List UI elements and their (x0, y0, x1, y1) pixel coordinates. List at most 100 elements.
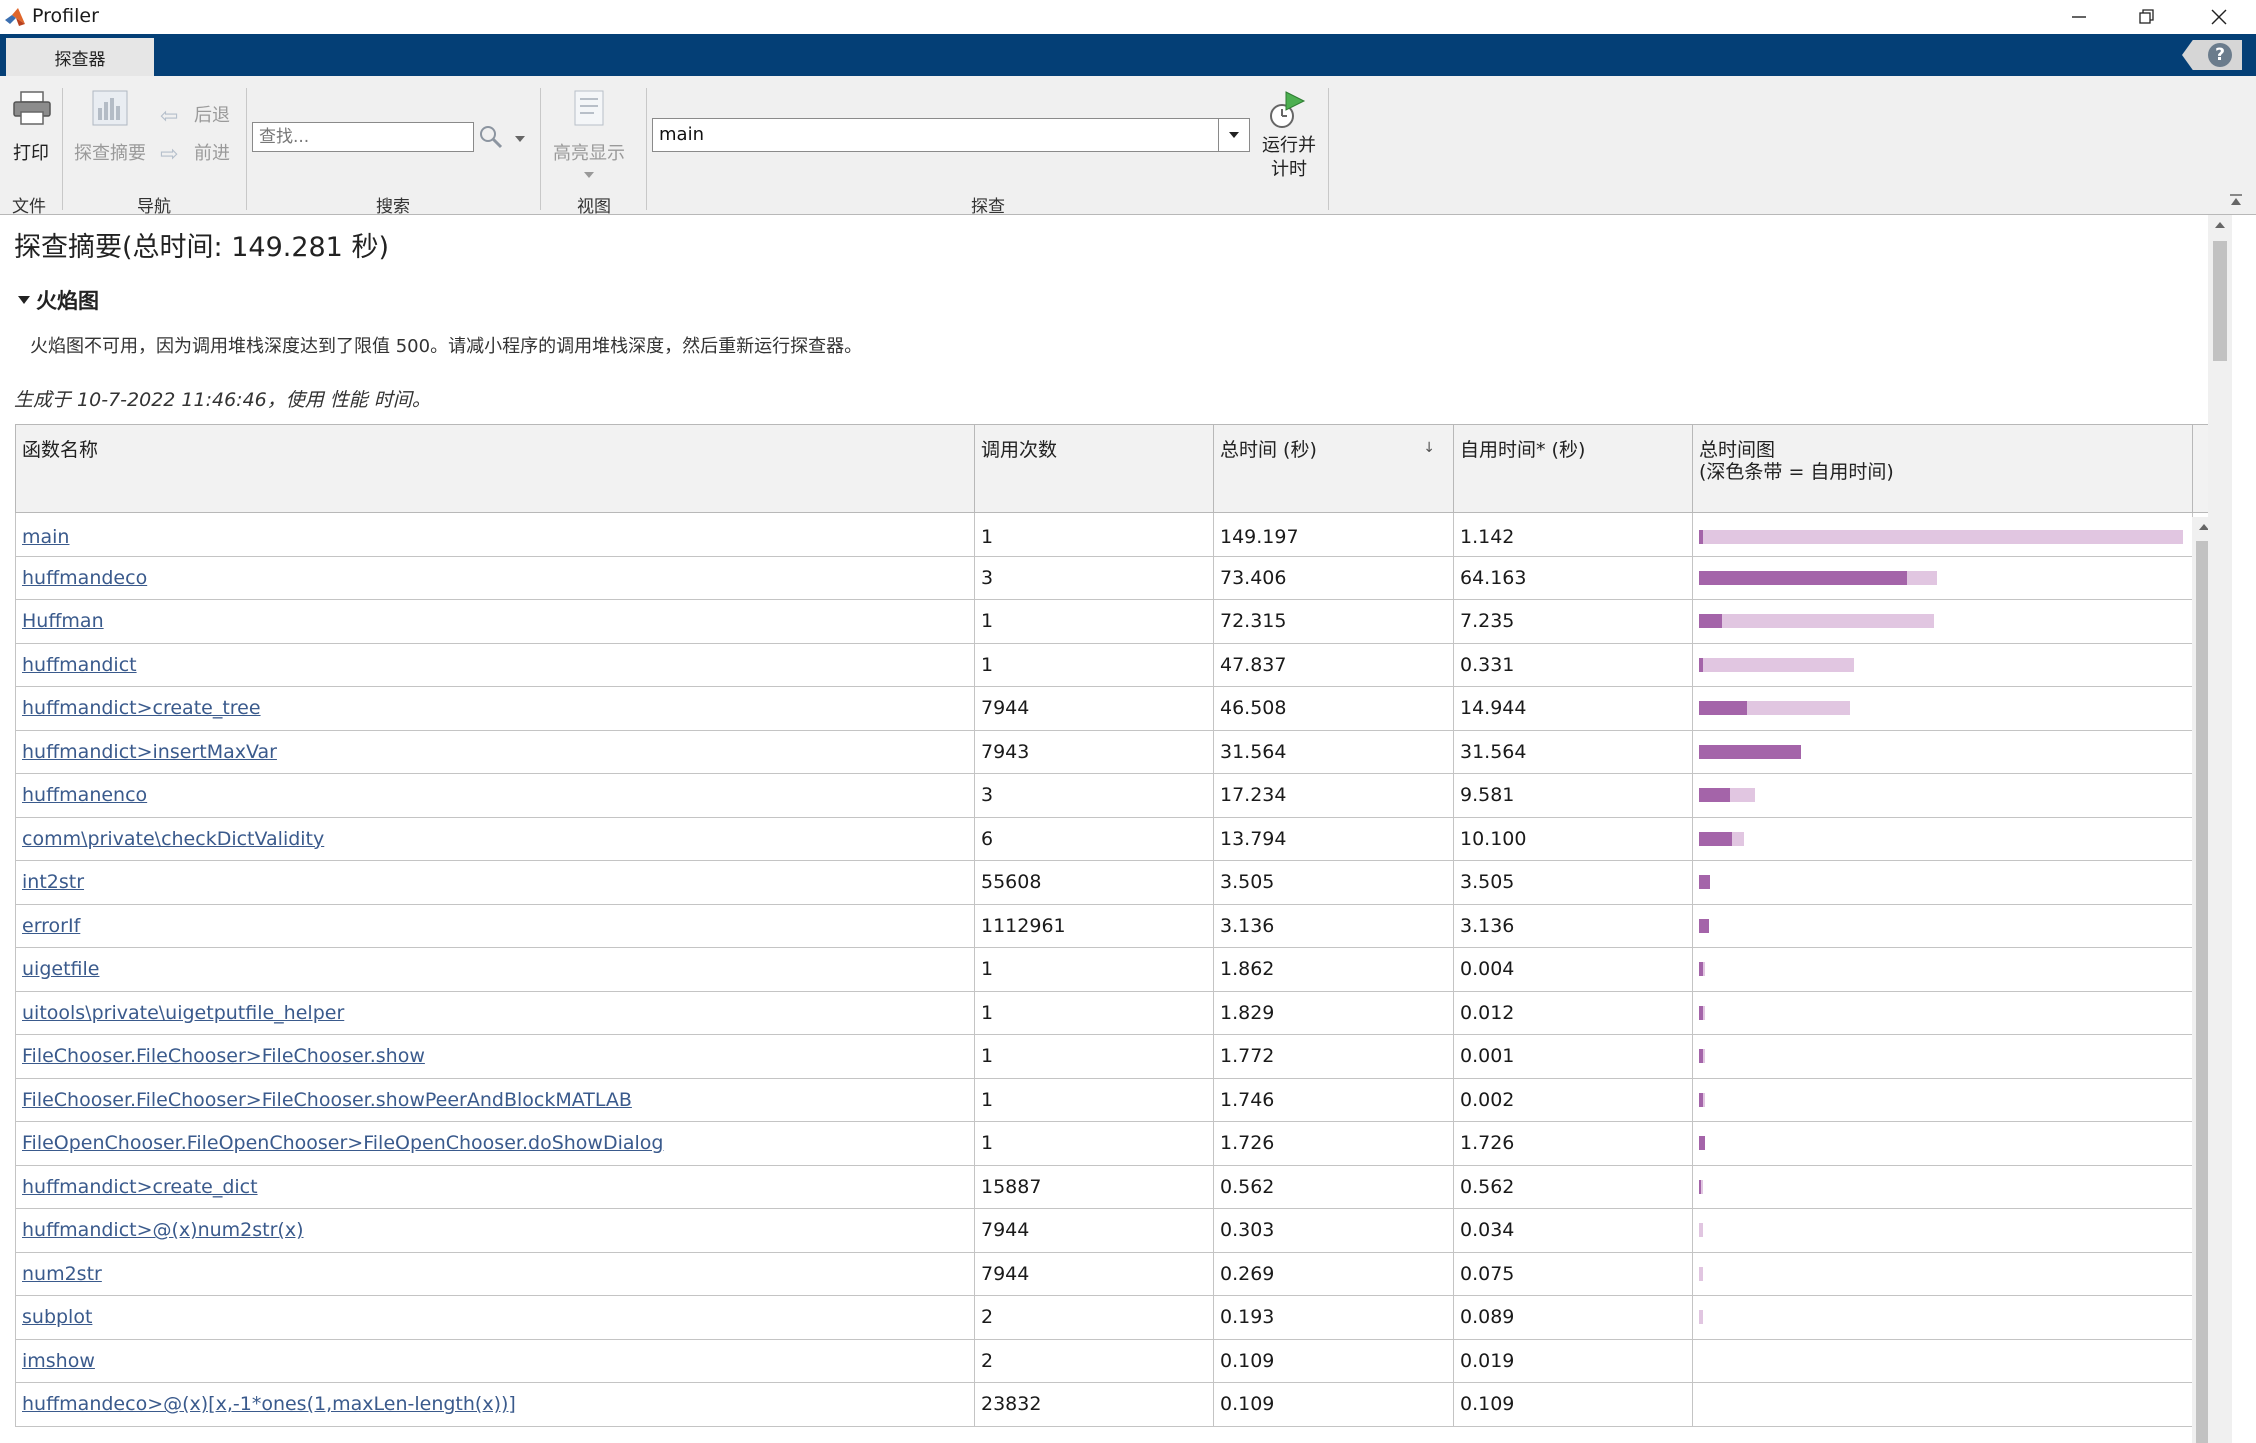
function-link[interactable]: huffmandeco (22, 566, 148, 589)
time-plot-cell (1692, 642, 2193, 687)
header-total-time[interactable]: 总时间 (秒) ↓ (1213, 424, 1454, 513)
function-link[interactable]: FileOpenChooser.FileOpenChooser>FileOpen… (22, 1132, 664, 1155)
time-bar (1699, 1179, 2186, 1194)
forward-button[interactable]: ⇨ 前进 (160, 142, 240, 168)
time-plot-cell (1692, 1208, 2193, 1253)
function-link[interactable]: huffmandict>create_dict (22, 1175, 258, 1198)
combobox-dropdown-button[interactable] (1218, 119, 1249, 151)
table-row: errorIf 1112961 3.136 3.136 (15, 903, 2216, 948)
function-link[interactable]: errorIf (22, 914, 81, 937)
flame-graph-section-toggle[interactable]: 火焰图 (18, 285, 99, 315)
header-calls[interactable]: 调用次数 (974, 424, 1214, 513)
close-button[interactable] (2186, 0, 2252, 34)
total-cell: 3.136 (1213, 903, 1454, 948)
forward-arrow-icon: ⇨ (160, 142, 179, 167)
function-link[interactable]: huffmanenco (22, 784, 148, 807)
collapse-toolstrip-icon[interactable] (2228, 192, 2244, 208)
function-name-combobox[interactable]: main (652, 118, 1250, 152)
calls-cell: 3 (974, 555, 1214, 600)
back-button[interactable]: ⇦ 后退 (160, 104, 240, 130)
search-input[interactable] (252, 122, 474, 152)
function-name-cell: huffmanenco (15, 773, 975, 818)
calls-cell: 7944 (974, 1208, 1214, 1253)
minimize-button[interactable] (2046, 0, 2112, 34)
table-row: subplot 2 0.193 0.089 (15, 1295, 2216, 1340)
function-link[interactable]: uigetfile (22, 958, 100, 981)
search-button[interactable] (478, 124, 530, 152)
calls-cell: 7944 (974, 686, 1214, 731)
time-plot-cell (1692, 599, 2193, 644)
page-scroll-thumb[interactable] (2213, 241, 2227, 361)
self-cell: 0.004 (1453, 947, 1693, 992)
function-link[interactable]: huffmandict>insertMaxVar (22, 740, 277, 763)
self-time-bar (1699, 530, 1703, 545)
function-link[interactable]: Huffman (22, 610, 104, 633)
table-row: uitools\private\uigetputfile_helper 1 1.82… (15, 990, 2216, 1035)
self-time-bar (1699, 1049, 1703, 1064)
total-cell: 72.315 (1213, 599, 1454, 644)
function-link[interactable]: uitools\private\uigetputfile_helper (22, 1001, 345, 1024)
total-time-bar (1699, 1223, 1703, 1238)
time-plot-cell (1692, 903, 2193, 948)
calls-cell: 23832 (974, 1382, 1214, 1427)
page-scrollbar[interactable] (2208, 215, 2232, 1443)
function-link[interactable]: huffmandict>@(x)num2str(x) (22, 1219, 304, 1242)
table-row: FileChooser.FileChooser>FileChooser.show… (15, 1077, 2216, 1122)
function-link[interactable]: main (22, 526, 70, 549)
header-self-time[interactable]: 自用时间* (秒) (1453, 424, 1693, 513)
scroll-up-arrow-icon[interactable] (2208, 215, 2232, 235)
function-link[interactable]: comm\private\checkDictValidity (22, 827, 325, 850)
section-label-view: 视图 (577, 197, 611, 217)
function-summary-table: 函数名称 调用次数 总时间 (秒) ↓ 自用时间* (秒) 总时间图 (深色条带… (15, 424, 2216, 1427)
help-button[interactable]: ? (2182, 40, 2242, 70)
function-link[interactable]: huffmandict>create_tree (22, 697, 261, 720)
restore-button[interactable] (2114, 0, 2180, 34)
function-name-cell: huffmandict (15, 642, 975, 687)
calls-cell: 1 (974, 599, 1214, 644)
function-link[interactable]: subplot (22, 1306, 93, 1329)
table-row: huffmandeco>@(x)[x,-1*ones(1,maxLen-leng… (15, 1382, 2216, 1427)
function-name-cell: subplot (15, 1295, 975, 1340)
self-cell: 1.142 (1453, 512, 1693, 557)
time-plot-cell (1692, 947, 2193, 992)
table-row: num2str 7944 0.269 0.075 (15, 1251, 2216, 1296)
highlight-button[interactable]: 高亮显示 (546, 90, 632, 186)
section-label-nav: 导航 (137, 197, 171, 217)
function-name-cell: huffmandict>create_tree (15, 686, 975, 731)
profile-summary-button[interactable]: 探查摘要 (68, 90, 152, 170)
header-function-name[interactable]: 函数名称 (15, 424, 975, 513)
time-plot-cell (1692, 816, 2193, 861)
function-name-cell: int2str (15, 860, 975, 905)
page-title: 探查摘要(总时间: 149.281 秒) (14, 232, 389, 263)
flame-graph-heading: 火焰图 (36, 289, 99, 313)
function-link[interactable]: FileChooser.FileChooser>FileChooser.show… (22, 1088, 632, 1111)
time-bar (1699, 831, 2186, 846)
function-name-cell: huffmandict>insertMaxVar (15, 729, 975, 774)
toolstrip: 打印 文件 探查摘要 ⇦ 后退 ⇨ 前进 导航 搜索 (0, 76, 2256, 217)
function-link[interactable]: int2str (22, 871, 85, 894)
print-button[interactable]: 打印 (6, 90, 56, 170)
function-link[interactable]: huffmandict (22, 653, 137, 676)
time-plot-cell (1692, 512, 2193, 557)
time-bar (1699, 875, 2186, 890)
run-and-time-button[interactable]: 运行并 计时 (1254, 90, 1324, 190)
self-time-bar (1699, 701, 1747, 716)
table-row: huffmandict>@(x)num2str(x) 7944 0.303 0.034 (15, 1208, 2216, 1253)
search-icon (480, 126, 503, 149)
self-cell: 1.726 (1453, 1121, 1693, 1166)
header-plot-label-1: 总时间图 (1699, 439, 1776, 461)
self-time-bar (1699, 1179, 1701, 1194)
calls-cell: 1 (974, 947, 1214, 992)
table-row: imshow 2 0.109 0.019 (15, 1338, 2216, 1383)
time-bar (1699, 701, 2186, 716)
function-link[interactable]: imshow (22, 1349, 95, 1372)
self-cell: 3.505 (1453, 860, 1693, 905)
tab-explorer[interactable]: 探查器 (6, 38, 154, 76)
time-plot-cell (1692, 1121, 2193, 1166)
function-link[interactable]: FileChooser.FileChooser>FileChooser.show (22, 1045, 425, 1068)
table-row: huffmandeco 3 73.406 64.163 (15, 555, 2216, 600)
highlight-document-icon (574, 90, 604, 126)
scroll-up-arrow-icon[interactable] (2192, 517, 2216, 537)
function-link[interactable]: num2str (22, 1262, 102, 1285)
function-link[interactable]: huffmandeco>@(x)[x,-1*ones(1,maxLen-leng… (22, 1393, 516, 1416)
